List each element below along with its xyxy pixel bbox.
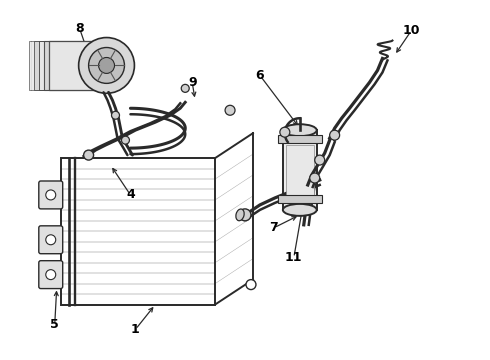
Bar <box>283 130 317 210</box>
Circle shape <box>112 111 120 119</box>
FancyBboxPatch shape <box>39 261 63 289</box>
Circle shape <box>98 58 115 73</box>
Text: 6: 6 <box>256 69 264 82</box>
Bar <box>34 41 104 90</box>
Circle shape <box>84 150 94 160</box>
Circle shape <box>46 270 56 280</box>
Bar <box>39 41 105 90</box>
Text: 11: 11 <box>285 251 302 264</box>
Text: 7: 7 <box>270 221 278 234</box>
Ellipse shape <box>283 204 317 216</box>
Circle shape <box>46 190 56 200</box>
Bar <box>278 135 322 143</box>
Bar <box>44 41 106 90</box>
Text: 2: 2 <box>43 190 51 203</box>
Text: 4: 4 <box>126 188 135 202</box>
Circle shape <box>310 173 319 183</box>
Circle shape <box>89 48 124 84</box>
Circle shape <box>122 136 129 144</box>
Text: 3: 3 <box>37 241 46 254</box>
Bar <box>61 158 215 305</box>
Text: 5: 5 <box>50 318 59 331</box>
Circle shape <box>239 209 251 221</box>
Circle shape <box>280 127 290 137</box>
Text: 1: 1 <box>131 323 140 336</box>
Text: 9: 9 <box>188 76 196 89</box>
Ellipse shape <box>283 124 317 136</box>
FancyBboxPatch shape <box>39 226 63 254</box>
Circle shape <box>46 235 56 245</box>
Text: 8: 8 <box>75 22 84 35</box>
Bar <box>29 41 103 90</box>
Circle shape <box>78 37 134 93</box>
Bar <box>49 41 107 90</box>
Circle shape <box>181 84 189 92</box>
Text: 10: 10 <box>403 24 420 37</box>
Circle shape <box>225 105 235 115</box>
Bar <box>278 195 322 203</box>
Circle shape <box>330 130 340 140</box>
Bar <box>286 145 314 195</box>
Circle shape <box>315 155 325 165</box>
FancyBboxPatch shape <box>39 181 63 209</box>
Circle shape <box>246 280 256 289</box>
Ellipse shape <box>236 209 244 221</box>
